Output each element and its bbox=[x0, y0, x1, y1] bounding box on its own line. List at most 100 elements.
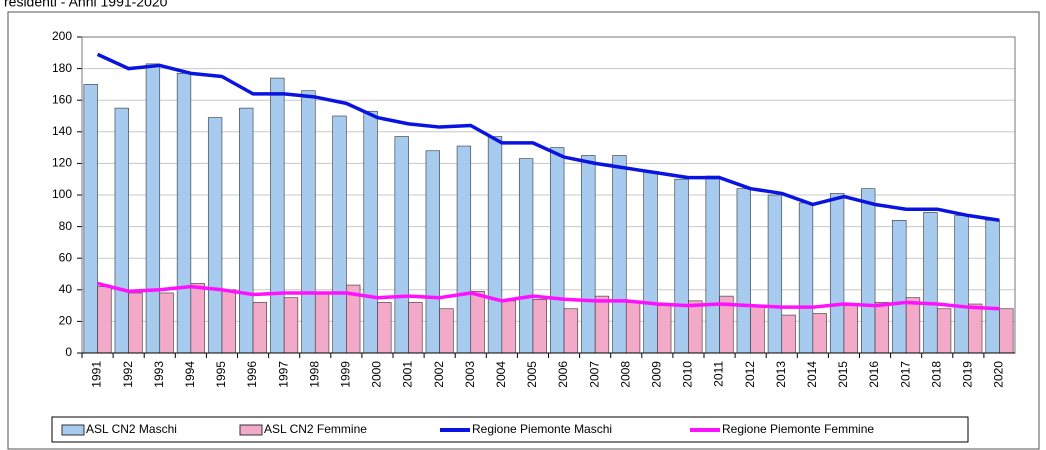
bar bbox=[657, 305, 672, 354]
x-tick-label: 2013 bbox=[774, 361, 788, 388]
bar bbox=[674, 178, 689, 354]
bar bbox=[643, 171, 658, 354]
x-tick-label: 1996 bbox=[245, 361, 259, 388]
y-tick-label: 180 bbox=[52, 61, 72, 75]
bar bbox=[97, 286, 112, 354]
bar bbox=[190, 283, 205, 354]
bar bbox=[625, 302, 641, 354]
y-tick-label: 160 bbox=[52, 92, 72, 106]
x-tick-label: 1993 bbox=[152, 361, 166, 388]
bar bbox=[874, 302, 890, 354]
x-tick-label: 2019 bbox=[961, 361, 975, 388]
bar bbox=[159, 292, 174, 354]
bar bbox=[954, 215, 969, 354]
x-tick-label: 2008 bbox=[618, 361, 632, 388]
bar bbox=[843, 305, 858, 354]
y-tick-label: 140 bbox=[52, 124, 72, 138]
bar bbox=[128, 292, 143, 354]
x-tick-label: 2009 bbox=[650, 361, 664, 388]
bar bbox=[923, 212, 938, 354]
y-tick-label: 120 bbox=[52, 156, 72, 170]
bar bbox=[145, 63, 161, 354]
bar bbox=[487, 136, 503, 354]
bar bbox=[905, 297, 921, 354]
x-tick-label: 1991 bbox=[90, 361, 104, 388]
bar bbox=[425, 150, 440, 354]
legend-swatch bbox=[61, 424, 85, 436]
bar bbox=[985, 219, 1000, 354]
legend-label: ASL CN2 Femmine bbox=[264, 422, 367, 436]
bar bbox=[798, 202, 814, 354]
x-tick-label: 2005 bbox=[525, 361, 539, 388]
legend-label: Regione Piemonte Femmine bbox=[722, 422, 874, 436]
x-tick-label: 2000 bbox=[370, 361, 384, 388]
x-tick-label: 2003 bbox=[463, 361, 477, 388]
bar bbox=[114, 107, 129, 354]
legend-swatch bbox=[239, 424, 263, 436]
bar bbox=[239, 107, 254, 354]
bar bbox=[314, 292, 330, 354]
x-tick-label: 2012 bbox=[743, 361, 757, 388]
x-tick-label: 2016 bbox=[867, 361, 881, 388]
x-tick-label: 1995 bbox=[214, 361, 228, 388]
bar bbox=[470, 291, 485, 354]
x-tick-label: 1999 bbox=[339, 361, 353, 388]
bar bbox=[767, 194, 783, 354]
x-tick-label: 2010 bbox=[681, 361, 695, 388]
bar bbox=[301, 90, 316, 354]
bar bbox=[518, 158, 534, 354]
y-tick-label: 80 bbox=[59, 219, 73, 233]
x-tick-label: 1994 bbox=[183, 361, 197, 388]
x-tick-label: 2017 bbox=[898, 361, 912, 388]
bar bbox=[252, 302, 268, 354]
x-tick-label: 2004 bbox=[494, 361, 508, 388]
bar bbox=[581, 155, 596, 354]
bar bbox=[377, 302, 392, 354]
bar bbox=[363, 110, 378, 354]
legend-frame bbox=[51, 416, 969, 443]
bar bbox=[221, 289, 236, 354]
bar bbox=[812, 313, 827, 354]
x-tick-label: 2018 bbox=[929, 361, 943, 388]
legend-label: ASL CN2 Maschi bbox=[86, 422, 177, 436]
bar bbox=[999, 308, 1014, 354]
bar bbox=[936, 308, 952, 354]
bar bbox=[736, 188, 751, 354]
legend-label: Regione Piemonte Maschi bbox=[472, 422, 612, 436]
bar bbox=[176, 73, 192, 354]
y-tick-label: 20 bbox=[59, 314, 73, 328]
bar bbox=[83, 84, 98, 354]
y-tick-label: 40 bbox=[59, 282, 73, 296]
bar bbox=[968, 303, 983, 354]
bar bbox=[207, 117, 223, 354]
y-tick-label: 100 bbox=[52, 187, 72, 201]
bar bbox=[861, 188, 876, 354]
x-tick-label: 2020 bbox=[992, 361, 1006, 388]
y-tick-label: 0 bbox=[65, 345, 72, 359]
y-tick-label: 200 bbox=[52, 29, 72, 43]
bar bbox=[332, 115, 347, 354]
bar bbox=[563, 308, 579, 354]
bar bbox=[550, 147, 565, 354]
x-tick-label: 1998 bbox=[307, 361, 321, 388]
bar bbox=[829, 193, 845, 354]
x-tick-label: 2007 bbox=[587, 361, 601, 388]
bar bbox=[270, 77, 285, 354]
bar bbox=[750, 305, 765, 354]
y-tick-label: 60 bbox=[59, 250, 73, 264]
chart-frame bbox=[7, 11, 1040, 450]
bar bbox=[501, 300, 516, 354]
bar bbox=[705, 175, 720, 354]
bar bbox=[612, 155, 627, 354]
bar bbox=[781, 314, 796, 354]
bar bbox=[439, 308, 454, 354]
bar bbox=[408, 302, 423, 354]
x-tick-label: 2014 bbox=[805, 361, 819, 388]
bar bbox=[456, 145, 472, 354]
bar bbox=[394, 136, 409, 354]
x-tick-label: 2002 bbox=[432, 361, 446, 388]
x-tick-label: 1992 bbox=[121, 361, 135, 388]
bar bbox=[532, 298, 547, 354]
bar bbox=[594, 295, 610, 354]
